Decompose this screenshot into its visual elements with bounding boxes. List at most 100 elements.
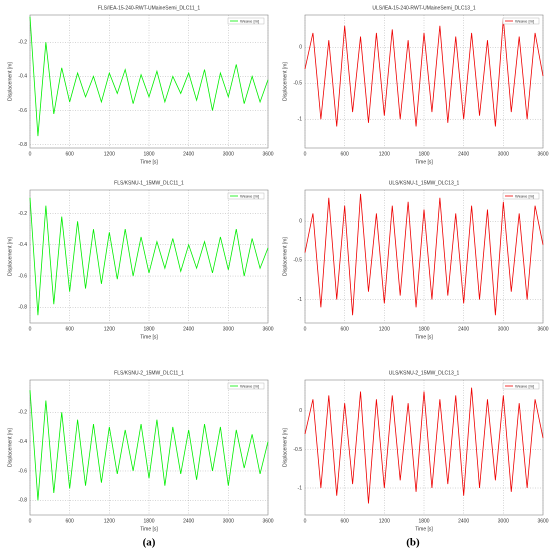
series-line [29, 16, 269, 137]
chart-title: FLS/IEA-15-240-RWT-UMaineSemi_DLC11_1 [98, 5, 201, 11]
x-tick-label: 0 [29, 518, 32, 524]
y-tick-label: -1 [298, 297, 303, 303]
x-tick-label: 1200 [379, 518, 390, 524]
x-tick-label: 1800 [143, 518, 154, 524]
series-line [304, 387, 544, 504]
x-tick-label: 0 [29, 326, 32, 332]
x-tick-label: 600 [340, 518, 349, 524]
y-tick-label: -0.2 [18, 40, 27, 46]
x-tick-label: 2400 [183, 518, 194, 524]
y-tick-label: -0.4 [18, 242, 27, 248]
x-tick-label: 1200 [104, 326, 115, 332]
y-tick-label: -0.6 [18, 108, 27, 114]
x-tick-label: 1200 [379, 326, 390, 332]
legend-label: Weave [m] [515, 383, 534, 388]
chart-title: ULS/IEA-15-240-RWT-UMaineSemi_DLC13_1 [372, 5, 476, 11]
x-tick-label: 3600 [537, 518, 548, 524]
y-tick-label: -0.8 [18, 498, 27, 504]
x-axis-label: Time [s] [140, 159, 158, 165]
legend-box [502, 192, 540, 200]
x-tick-label: 600 [65, 326, 74, 332]
x-tick-label: 600 [340, 151, 349, 157]
x-tick-label: 1800 [418, 518, 429, 524]
y-tick-label: -0.6 [18, 468, 27, 474]
legend-label: Weave [m] [515, 18, 534, 23]
x-tick-label: 3600 [262, 326, 273, 332]
y-axis-label: Displacement [m] [7, 428, 13, 467]
x-tick-label: 3000 [498, 326, 509, 332]
x-tick-label: 2400 [458, 518, 469, 524]
y-axis-label: Displacement [m] [282, 428, 288, 467]
x-tick-label: 0 [29, 151, 32, 157]
x-axis-label: Time [s] [415, 526, 433, 532]
legend-label: Weave [m] [240, 193, 259, 198]
legend-label: Weave [m] [240, 383, 259, 388]
x-tick-label: 2400 [183, 151, 194, 157]
y-tick-label: -0.6 [18, 273, 27, 279]
x-tick-label: 1800 [143, 326, 154, 332]
x-tick-label: 2400 [458, 326, 469, 332]
y-tick-label: -1 [298, 485, 303, 491]
chart-title: ULS/KSNU-1_15MW_DLC13_1 [389, 180, 460, 186]
y-tick-label: -0.5 [293, 447, 302, 453]
series-line [304, 193, 544, 316]
y-tick-label: -0.2 [18, 410, 27, 416]
series-line [29, 197, 269, 316]
y-tick-label: 0 [299, 408, 302, 414]
x-tick-label: 3000 [223, 518, 234, 524]
legend-box [227, 382, 265, 390]
legend-box [502, 17, 540, 25]
x-tick-label: 2400 [183, 326, 194, 332]
x-tick-label: 1800 [418, 151, 429, 157]
y-tick-label: -1 [298, 117, 303, 123]
chart-title: FLS/KSNU-2_15MW_DLC11_1 [114, 370, 184, 376]
chart-title: ULS/KSNU-2_15MW_DLC13_1 [389, 370, 460, 376]
x-axis-label: Time [s] [140, 334, 158, 340]
x-tick-label: 3600 [537, 151, 548, 157]
subplot: ULS/KSNU-1_15MW_DLC13_1 Time [s] Displacem… [282, 180, 548, 340]
y-tick-label: -0.4 [18, 439, 27, 445]
x-tick-label: 600 [65, 518, 74, 524]
x-tick-label: 0 [304, 518, 307, 524]
subplot: FLS/KSNU-2_15MW_DLC11_1 Time [s] Displacem… [7, 370, 273, 532]
series-line [29, 390, 269, 501]
y-tick-label: -0.5 [293, 81, 302, 87]
y-axis-label: Displacement [m] [7, 237, 13, 276]
y-axis-label: Displacement [m] [7, 62, 13, 101]
x-tick-label: 1200 [104, 151, 115, 157]
y-tick-label: -0.4 [18, 74, 27, 80]
x-tick-label: 3000 [223, 151, 234, 157]
x-tick-label: 2400 [458, 151, 469, 157]
y-tick-label: 0 [299, 45, 302, 51]
y-tick-label: -0.2 [18, 211, 27, 217]
legend-label: Weave [m] [240, 18, 259, 23]
x-axis-label: Time [s] [415, 334, 433, 340]
x-tick-label: 0 [304, 151, 307, 157]
x-tick-label: 1800 [143, 151, 154, 157]
x-tick-label: 3000 [223, 326, 234, 332]
x-tick-label: 3000 [498, 518, 509, 524]
x-tick-label: 1800 [418, 326, 429, 332]
x-tick-label: 3600 [262, 518, 273, 524]
y-tick-label: -0.5 [293, 258, 302, 264]
y-tick-label: 0 [299, 219, 302, 225]
panel-label: (b) [406, 537, 420, 549]
subplot: ULS/KSNU-2_15MW_DLC13_1 Time [s] Displacem… [282, 370, 548, 532]
y-axis-label: Displacement [m] [282, 62, 288, 101]
y-tick-label: -0.8 [18, 142, 27, 148]
subplot: FLS/IEA-15-240-RWT-UMaineSemi_DLC11_1 Tim… [7, 5, 273, 165]
y-tick-label: -0.8 [18, 305, 27, 311]
x-tick-label: 3600 [537, 326, 548, 332]
x-tick-label: 3000 [498, 151, 509, 157]
x-tick-label: 3600 [262, 151, 273, 157]
x-axis-label: Time [s] [415, 159, 433, 165]
legend-box [227, 192, 265, 200]
x-tick-label: 1200 [379, 151, 390, 157]
subplot: FLS/KSNU-1_15MW_DLC11_1 Time [s] Displacem… [7, 180, 273, 340]
legend-box [502, 382, 540, 390]
x-tick-label: 0 [304, 326, 307, 332]
legend-box [227, 17, 265, 25]
chart-title: FLS/KSNU-1_15MW_DLC11_1 [114, 180, 184, 186]
legend-label: Weave [m] [515, 193, 534, 198]
